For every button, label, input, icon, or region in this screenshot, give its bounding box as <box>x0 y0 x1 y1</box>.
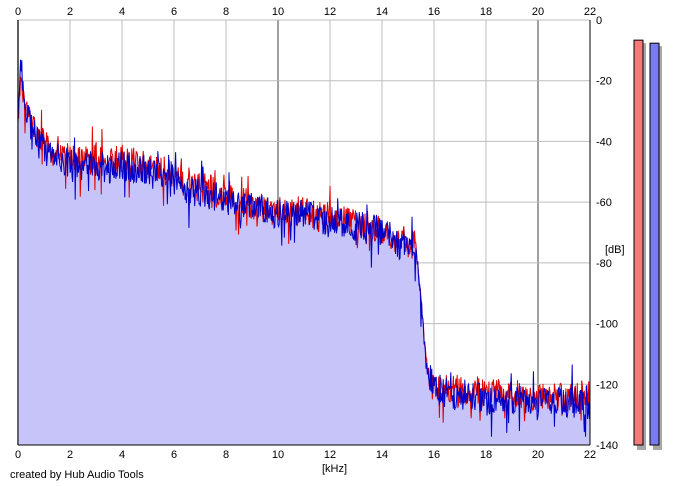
credit-label: created by Hub Audio Tools <box>10 469 144 481</box>
x-axis-bottom-ticks: 0 2 4 6 8 10 12 14 16 18 20 22 <box>15 449 596 461</box>
x-tick-top-22: 22 <box>584 6 596 18</box>
x-tick-top-2: 2 <box>67 6 73 18</box>
y-axis-ticks: 0 -20 -40 -60 -80 -100 -120 -140 <box>596 15 618 452</box>
y-tick--60: -60 <box>596 197 612 209</box>
axis-layer <box>17 20 591 446</box>
x-tick-top-12: 12 <box>324 6 336 18</box>
x-tick-bottom-16: 16 <box>428 449 440 461</box>
x-tick-top-8: 8 <box>223 6 229 18</box>
x-tick-bottom-2: 2 <box>67 449 73 461</box>
y-tick--100: -100 <box>596 319 618 331</box>
x-axis-label: [kHz] <box>322 463 347 475</box>
x-axis-top-ticks: 0 2 4 6 8 10 12 14 16 18 20 22 <box>15 6 596 18</box>
x-tick-bottom-18: 18 <box>480 449 492 461</box>
x-tick-top-6: 6 <box>171 6 177 18</box>
x-tick-bottom-22: 22 <box>584 449 596 461</box>
y-tick--40: -40 <box>596 136 612 148</box>
level-meter-1 <box>633 39 644 446</box>
x-tick-bottom-0: 0 <box>15 449 21 461</box>
x-tick-top-10: 10 <box>272 6 284 18</box>
x-tick-bottom-8: 8 <box>223 449 229 461</box>
series-layer <box>17 59 591 437</box>
spectrum-fill-area <box>18 59 590 445</box>
level-meter-2 <box>649 42 660 446</box>
x-tick-bottom-20: 20 <box>532 449 544 461</box>
y-tick--80: -80 <box>596 258 612 270</box>
x-tick-top-20: 20 <box>532 6 544 18</box>
y-tick--140: -140 <box>596 440 618 452</box>
x-tick-top-16: 16 <box>428 6 440 18</box>
y-tick--120: -120 <box>596 379 618 391</box>
y-tick--20: -20 <box>596 76 612 88</box>
x-tick-top-0: 0 <box>15 6 21 18</box>
series-line-blue <box>17 59 591 437</box>
level-meters <box>633 39 662 451</box>
y-tick-0: 0 <box>596 15 602 27</box>
x-tick-top-4: 4 <box>119 6 125 18</box>
x-tick-top-18: 18 <box>480 6 492 18</box>
x-tick-bottom-10: 10 <box>272 449 284 461</box>
x-tick-top-14: 14 <box>376 6 388 18</box>
x-tick-bottom-14: 14 <box>376 449 388 461</box>
x-tick-bottom-4: 4 <box>119 449 125 461</box>
y-axis-label: [dB] <box>605 244 625 256</box>
x-tick-bottom-12: 12 <box>324 449 336 461</box>
x-tick-bottom-6: 6 <box>171 449 177 461</box>
